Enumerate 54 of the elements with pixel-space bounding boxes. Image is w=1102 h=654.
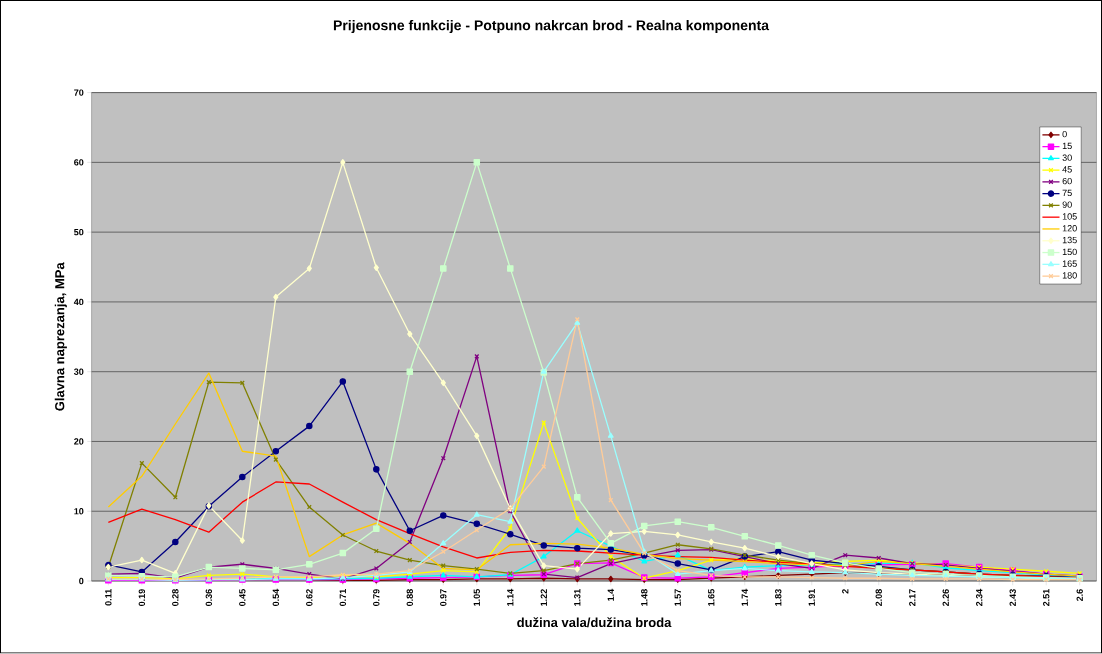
x-tick-label: 1.83: [775, 589, 782, 606]
legend-label: 90: [1062, 201, 1072, 209]
x-tick-label: 0.19: [138, 589, 146, 607]
x-tick-label: 0.45: [239, 589, 246, 607]
y-tick-label: 0: [79, 578, 84, 585]
y-tick-label: 70: [74, 89, 84, 96]
y-tick-label: 60: [74, 159, 84, 166]
legend-label: 150: [1062, 248, 1077, 256]
x-tick-label: 1.4: [607, 589, 614, 601]
legend-label: 60: [1062, 178, 1072, 185]
legend-label: 180: [1062, 272, 1077, 279]
legend-label: 15: [1062, 142, 1072, 150]
x-tick-label: 2.51: [1043, 589, 1050, 607]
x-tick-label: 2.26: [942, 589, 949, 607]
x-tick-label: 1.48: [641, 589, 648, 606]
x-tick-label: 1.22: [540, 589, 547, 606]
x-tick-label: 0.28: [172, 589, 179, 607]
x-axis-title: dužina vala/dužina broda: [517, 617, 672, 628]
legend-label: 135: [1062, 237, 1077, 244]
y-tick-label: 10: [74, 508, 84, 515]
x-tick-label: 2.34: [976, 589, 983, 607]
x-tick-label: 0.97: [440, 589, 447, 607]
legend-label: 30: [1062, 154, 1072, 162]
x-tick-label: 0.11: [105, 589, 112, 606]
legend-label: 165: [1062, 260, 1077, 268]
y-axis-title: Glavna naprezanja, MPa: [54, 262, 67, 411]
y-tick-label: 20: [74, 438, 84, 445]
x-tick-label: 0.88: [406, 589, 413, 607]
legend-label: 120: [1062, 225, 1077, 232]
legend-label: 45: [1062, 166, 1072, 173]
x-tick-label: 1.91: [808, 589, 815, 606]
x-tick-label: 1.65: [708, 589, 715, 606]
y-tick-label: 30: [73, 368, 84, 376]
x-tick-label: 2.43: [1009, 589, 1016, 607]
x-tick-label: 1.05: [473, 589, 480, 606]
x-tick-label: 0.79: [373, 589, 380, 607]
legend-label: 75: [1062, 189, 1072, 197]
x-tick-label: 1.74: [741, 589, 748, 606]
y-tick-label: 50: [74, 229, 84, 236]
x-tick-label: 1.14: [507, 589, 514, 606]
x-tick-label: 0.62: [306, 589, 313, 607]
x-tick-label: 2.17: [909, 589, 916, 607]
x-tick-label: 2: [842, 589, 849, 594]
legend-label: 0: [1062, 131, 1067, 138]
x-tick-label: 2.6: [1076, 589, 1083, 602]
x-tick-label: 1.31: [574, 589, 581, 606]
x-tick-label: 0.36: [205, 589, 213, 607]
x-tick-label: 0.54: [272, 589, 280, 607]
x-tick-label: 2.08: [875, 589, 882, 607]
chart-title: Prijenosne funkcije - Potpuno nakrcan brod - Realna komponenta: [333, 20, 770, 34]
y-tick-label: 40: [73, 298, 84, 306]
x-tick-label: 1.57: [674, 589, 681, 606]
legend-label: 105: [1062, 213, 1077, 220]
x-tick-label: 0.71: [339, 589, 347, 607]
